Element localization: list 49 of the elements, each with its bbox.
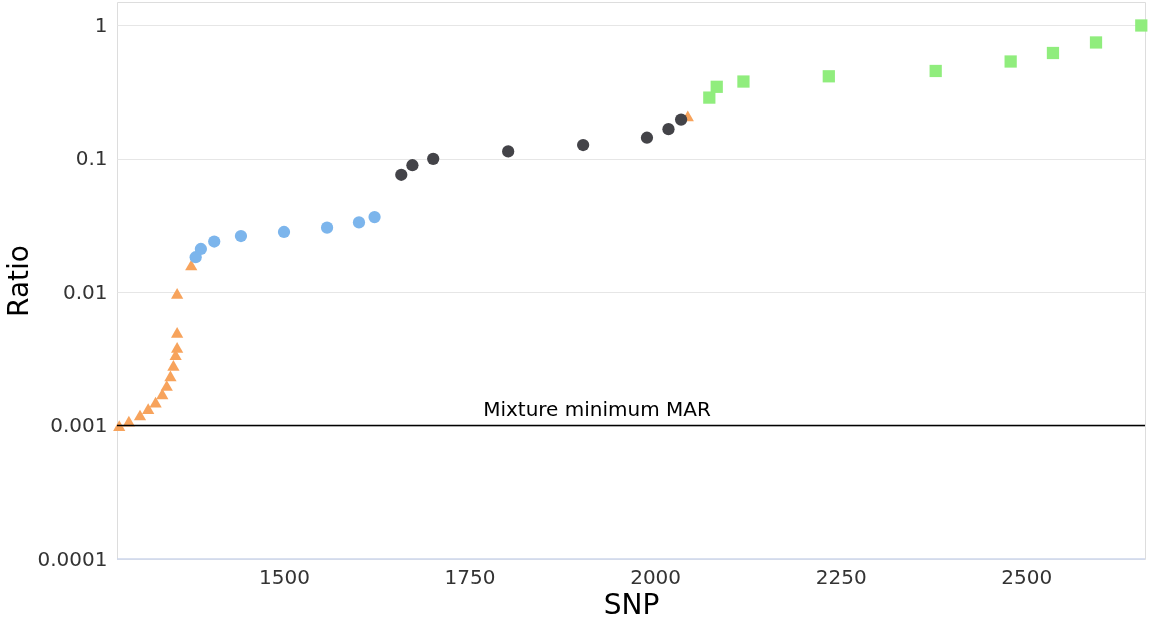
point <box>1089 36 1103 49</box>
x-tick-label: 1500 <box>259 564 310 589</box>
point <box>929 64 942 78</box>
point <box>427 152 440 165</box>
point <box>1046 46 1060 60</box>
point <box>502 145 515 158</box>
point <box>167 360 180 371</box>
x-tick-label: 1750 <box>444 564 496 589</box>
point <box>368 210 381 224</box>
point <box>171 327 184 338</box>
point <box>1004 55 1017 68</box>
point <box>160 380 173 391</box>
point <box>822 70 835 83</box>
point <box>277 225 291 239</box>
y-tick-label: 0.1 <box>75 146 108 171</box>
x-tick-label: 2000 <box>630 564 682 589</box>
point <box>164 370 177 382</box>
x-tick-label: 2500 <box>1001 564 1053 589</box>
point <box>142 403 155 414</box>
point <box>703 91 716 104</box>
point <box>194 242 207 256</box>
point <box>149 396 162 408</box>
point <box>208 235 221 248</box>
point <box>171 288 184 299</box>
point <box>320 221 334 234</box>
x-tick-label: 2250 <box>815 564 867 589</box>
point <box>171 342 184 353</box>
point <box>640 131 654 144</box>
point <box>185 259 198 271</box>
y-tick-label: 0.0001 <box>37 546 108 571</box>
point <box>406 159 419 172</box>
point <box>737 75 750 88</box>
point <box>1135 19 1148 32</box>
y-axis-title: Ratio <box>1 245 35 317</box>
point <box>352 216 366 229</box>
y-tick-label: 0.01 <box>62 279 108 304</box>
y-tick-label: 1 <box>94 12 108 37</box>
point <box>577 138 590 152</box>
ref-line-label: Mixture minimum MAR <box>483 396 711 421</box>
point <box>234 229 248 243</box>
x-axis-title: SNP <box>603 587 660 621</box>
point <box>395 168 408 181</box>
point <box>674 113 688 126</box>
point <box>710 80 723 93</box>
y-tick-label: 0.001 <box>50 413 108 438</box>
point <box>156 388 169 400</box>
point <box>662 123 675 136</box>
point <box>133 409 147 421</box>
point <box>113 420 126 431</box>
